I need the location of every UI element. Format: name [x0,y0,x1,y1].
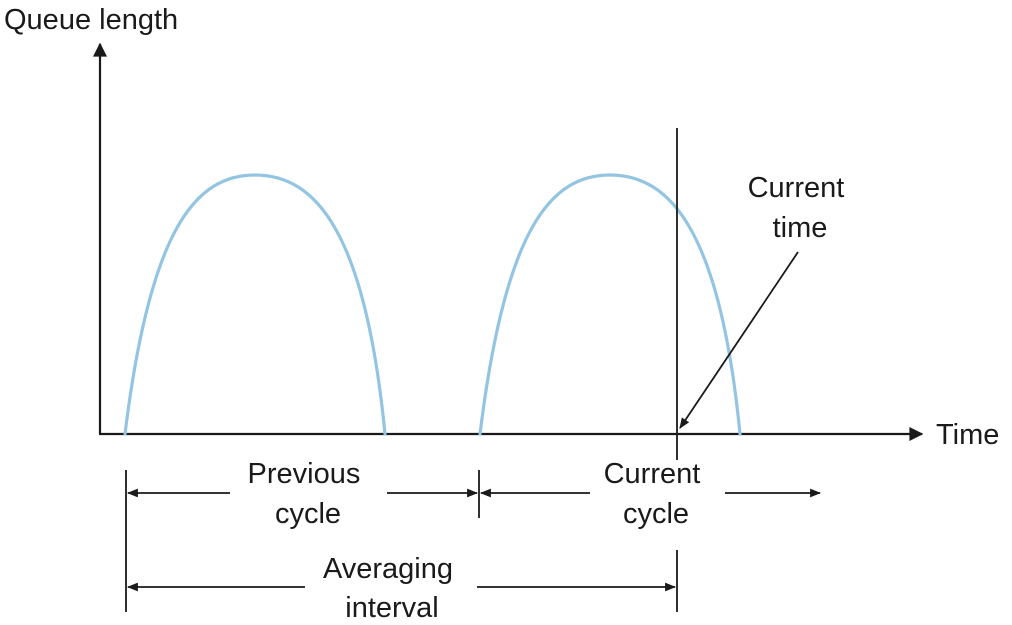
current-time-label: Current time [748,172,853,244]
current-cycle-label-line-1: Current [604,458,701,490]
previous-cycle-curve [123,173,387,436]
previous-cycle-label: Previous cycle [248,458,369,530]
current-time-label-line-1: Current [748,172,845,204]
averaging-interval-label: Averaging interval [323,553,461,624]
y-axis-label: Queue length [4,4,178,36]
x-axis-label: Time [936,419,999,451]
current-cycle-label: Current cycle [604,458,709,530]
current-time-pointer [679,251,799,429]
previous-cycle-label-line-1: Previous [248,458,361,490]
previous-cycle-label-line-2: cycle [275,498,341,530]
averaging-interval-label-line-1: Averaging [323,553,453,585]
current-cycle-label-line-2: cycle [623,498,689,530]
current-cycle-curve [478,173,742,436]
current-time-label-line-2: time [773,212,828,244]
averaging-interval-label-line-2: interval [345,592,439,624]
